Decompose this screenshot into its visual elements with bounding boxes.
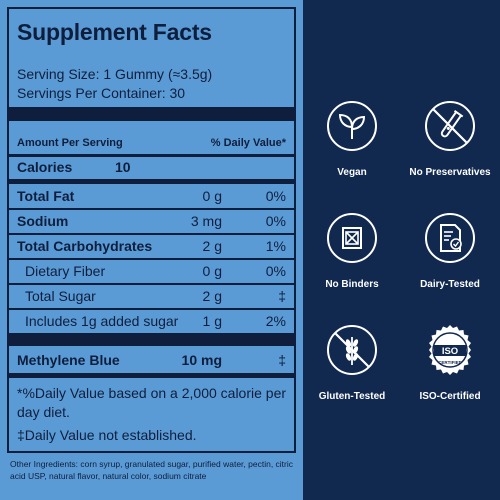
badge-iso-certified: ISO CERTIFIED ISO-Certified <box>401 323 499 402</box>
thick-divider <box>9 107 294 121</box>
daily-value-header: % Daily Value* <box>210 137 286 149</box>
nutrient-name: Dietary Fiber <box>25 263 106 279</box>
badge-label: Dairy-Tested <box>420 279 480 290</box>
footnote-not-established: ‡Daily Value not established. <box>17 427 197 443</box>
active-ingredient-dv: ‡ <box>278 352 286 368</box>
document-check-icon <box>425 213 475 263</box>
thick-divider <box>9 179 294 184</box>
divider <box>9 208 294 210</box>
badge-vegan: Vegan <box>303 99 401 178</box>
badge-label: ISO-Certified <box>419 391 481 402</box>
badge-no-preservatives: No Preservatives <box>401 99 499 178</box>
other-ingredients: Other Ingredients: corn syrup, granulate… <box>10 459 294 481</box>
calories-label: Calories <box>17 159 73 175</box>
iso-seal-icon: ISO CERTIFIED <box>429 325 471 375</box>
active-ingredient-amount: 10 mg <box>181 352 222 368</box>
nutrient-amount: 1 g <box>202 313 222 329</box>
nutrient-name: Total Sugar <box>25 288 96 304</box>
nutrient-amount: 0 g <box>202 188 222 204</box>
divider <box>9 233 294 235</box>
column-header: Amount Per Serving % Daily Value* <box>9 134 294 152</box>
nutrient-dv: 0% <box>265 188 286 204</box>
nutrient-dv: 0% <box>265 213 286 229</box>
badge-gluten-tested: Gluten-Tested <box>303 323 401 402</box>
nutrient-dv: ‡ <box>278 288 286 304</box>
leaf-icon <box>327 101 377 151</box>
nutrient-name: Sodium <box>17 213 69 229</box>
thick-divider <box>9 373 294 378</box>
supplement-facts-panel: Supplement Facts Serving Size: 1 Gummy (… <box>7 7 296 481</box>
footnote-daily-value: *%Daily Value based on a 2,000 calorie p… <box>17 385 287 420</box>
nutrient-row: Includes 1g added sugar 1 g 2% <box>9 309 294 333</box>
badge-label: No Preservatives <box>409 167 491 178</box>
divider <box>9 154 294 157</box>
active-ingredient-name: Methylene Blue <box>17 352 120 368</box>
nutrient-dv: 2% <box>265 313 286 329</box>
no-test-tube-icon <box>425 101 475 151</box>
nutrient-name: Includes 1g added sugar <box>25 313 179 329</box>
nutrient-amount: 3 mg <box>190 213 222 229</box>
nutrient-amount: 0 g <box>202 263 222 279</box>
nutrient-row: Dietary Fiber 0 g 0% <box>9 259 294 283</box>
supplement-facts-box: Supplement Facts Serving Size: 1 Gummy (… <box>7 7 296 453</box>
badge-label: No Binders <box>325 279 379 290</box>
amount-per-serving-label: Amount Per Serving <box>17 137 123 149</box>
badge-no-binders: No Binders <box>303 211 401 290</box>
nutrient-name: Total Fat <box>17 188 75 204</box>
badge-label: Vegan <box>337 167 367 178</box>
iso-seal-ring-text: CERTIFIED <box>438 360 463 365</box>
nutrient-name: Total Carbohydrates <box>17 238 153 254</box>
divider <box>9 258 294 260</box>
nutrient-dv: 0% <box>265 263 286 279</box>
no-binders-icon <box>327 213 377 263</box>
servings-per-container: Servings Per Container: 30 <box>17 85 186 101</box>
badges-panel: Vegan No Preservatives No Binders <box>303 0 500 500</box>
nutrient-amount: 2 g <box>202 238 222 254</box>
serving-size: Serving Size: 1 Gummy (≈3.5g) <box>17 66 213 82</box>
iso-seal-text: ISO <box>442 346 458 357</box>
facts-title: Supplement Facts <box>17 19 212 45</box>
thick-divider <box>9 333 294 346</box>
badge-dairy-tested: Dairy-Tested <box>401 211 499 290</box>
badge-label: Gluten-Tested <box>318 391 386 402</box>
divider <box>9 283 294 285</box>
calories-row: Calories 10 <box>9 155 294 179</box>
nutrient-row: Total Carbohydrates 2 g 1% <box>9 234 294 258</box>
no-wheat-icon <box>327 325 377 375</box>
active-ingredient-row: Methylene Blue 10 mg ‡ <box>9 348 294 372</box>
nutrient-row: Total Sugar 2 g ‡ <box>9 284 294 308</box>
nutrient-amount: 2 g <box>202 288 222 304</box>
divider <box>9 308 294 310</box>
nutrient-row: Sodium 3 mg 0% <box>9 209 294 233</box>
nutrient-row: Total Fat 0 g 0% <box>9 184 294 208</box>
calories-value: 10 <box>115 159 131 175</box>
nutrient-dv: 1% <box>265 238 286 254</box>
